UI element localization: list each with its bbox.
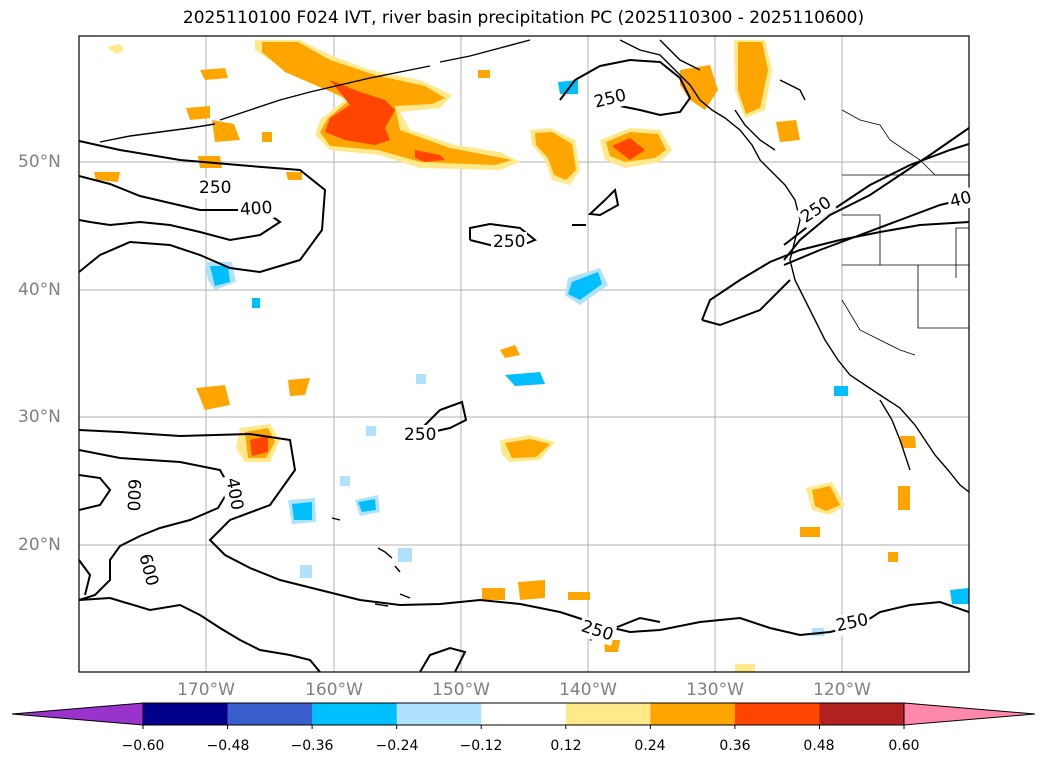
- colorbar-tick-label: −0.24: [375, 738, 419, 754]
- lon-tick-label: 170°W: [177, 680, 235, 700]
- colorbar-tick-label: −0.36: [290, 738, 334, 754]
- colorbar-tick-label: 0.24: [634, 738, 666, 754]
- map-panel: [78, 35, 970, 673]
- colorbar-outline: [142, 702, 905, 726]
- colorbar-tick-label: −0.60: [121, 738, 165, 754]
- map-frame: [78, 35, 970, 673]
- chart-title: 2025110100 F024 IVT, river basin precipi…: [182, 8, 865, 28]
- ivt-contours: [79, 58, 969, 672]
- colorbar-segment: [650, 703, 736, 725]
- lat-tick-label: 40°N: [18, 280, 61, 300]
- colorbar-segment: [227, 703, 313, 725]
- lon-tick-label: 120°W: [813, 680, 871, 700]
- contour-label: 250: [197, 178, 234, 198]
- colorbar-extend-min: [11, 702, 144, 726]
- lat-tick-label: 50°N: [18, 152, 61, 172]
- colorbar-tick-label: 0.36: [719, 738, 751, 754]
- lon-tick-label: 160°W: [305, 680, 363, 700]
- colorbar-segment: [481, 703, 567, 725]
- colorbar-segment: [819, 703, 905, 725]
- colorbar-segment: [143, 703, 229, 725]
- colorbar-tick-label: −0.48: [206, 738, 250, 754]
- coastlines: [99, 39, 969, 607]
- lon-tick-label: 140°W: [559, 680, 617, 700]
- contour-label: 400: [237, 197, 276, 221]
- colorbar-tick-label: −0.12: [459, 738, 503, 754]
- colorbar-segment: [312, 703, 398, 725]
- colorbar-tick-label: 0.60: [888, 738, 920, 754]
- colorbar-tick-label: 0.48: [803, 738, 835, 754]
- colorbar-extend-max: [903, 702, 1036, 726]
- lat-tick-label: 30°N: [18, 407, 61, 427]
- colorbar-segment: [396, 703, 482, 725]
- precip-anomaly-fills: [94, 40, 969, 672]
- colorbar-segment: [734, 703, 820, 725]
- gridlines: [79, 36, 969, 672]
- state-borders: [841, 109, 969, 356]
- lon-tick-label: 150°W: [432, 680, 490, 700]
- contour-label: 250: [491, 232, 528, 252]
- lon-tick-label: 130°W: [686, 680, 744, 700]
- contour-label: 250: [402, 425, 439, 445]
- lat-tick-label: 20°N: [18, 535, 61, 555]
- colorbar-tick-label: 0.12: [550, 738, 582, 754]
- colorbar-segment: [565, 703, 651, 725]
- contour-label: 600: [122, 476, 144, 514]
